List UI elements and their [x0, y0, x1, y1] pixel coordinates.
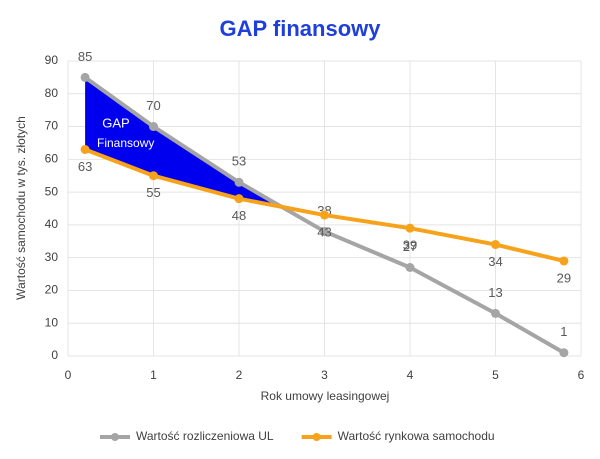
x-tick-label: 0	[65, 368, 72, 382]
legend-label: Wartość rozliczeniowa UL	[136, 429, 274, 443]
data-label: 27	[403, 239, 417, 254]
data-label: 55	[146, 185, 160, 200]
x-tick-label: 4	[407, 368, 414, 382]
data-point	[559, 348, 569, 358]
y-tick-label: 90	[45, 53, 59, 67]
data-point	[491, 308, 500, 318]
y-tick-label: 60	[45, 152, 59, 166]
chart-title: GAP finansowy	[220, 16, 382, 41]
annotation: GAP	[102, 115, 129, 130]
y-tick-label: 30	[45, 250, 59, 264]
y-tick-label: 40	[45, 217, 59, 231]
data-label: 85	[78, 49, 92, 64]
data-label: 1	[560, 324, 567, 339]
data-point	[559, 256, 569, 266]
legend-label: Wartość rynkowa samochodu	[338, 429, 495, 443]
y-axis-label: Wartość samochodu w tys. złotych	[14, 116, 28, 300]
data-label: 29	[557, 270, 571, 285]
data-label: 63	[78, 159, 92, 174]
gap-area	[85, 77, 282, 207]
legend-marker	[111, 433, 119, 441]
y-tick-label: 10	[45, 315, 59, 329]
data-point	[234, 194, 244, 204]
data-label: 13	[488, 285, 502, 300]
data-point	[320, 226, 329, 236]
data-label: 34	[488, 254, 502, 269]
annotation: Finansowy	[97, 136, 154, 150]
x-axis-label: Rok umowy leasingowej	[261, 389, 390, 403]
data-point	[491, 240, 500, 250]
data-point	[320, 210, 329, 220]
data-point	[405, 263, 415, 272]
x-tick-label: 1	[150, 368, 157, 382]
x-tick-label: 6	[578, 368, 585, 382]
legend-marker	[312, 433, 321, 441]
data-point	[80, 72, 90, 82]
data-point	[149, 171, 158, 181]
data-label: 43	[317, 224, 331, 239]
y-tick-label: 80	[45, 86, 59, 100]
y-tick-label: 70	[45, 119, 59, 133]
y-tick-label: 50	[45, 184, 59, 198]
y-tick-label: 20	[45, 283, 59, 297]
data-point	[80, 145, 90, 154]
x-tick-label: 3	[321, 368, 328, 382]
data-point	[405, 223, 415, 233]
data-point	[149, 122, 158, 132]
x-tick-label: 2	[236, 368, 243, 382]
y-tick-label: 0	[51, 348, 58, 362]
data-label: 53	[232, 154, 246, 169]
data-label: 70	[146, 98, 160, 113]
data-label: 39	[403, 238, 417, 253]
data-label: 48	[232, 208, 246, 223]
data-point	[234, 177, 244, 187]
x-tick-label: 5	[492, 368, 499, 382]
